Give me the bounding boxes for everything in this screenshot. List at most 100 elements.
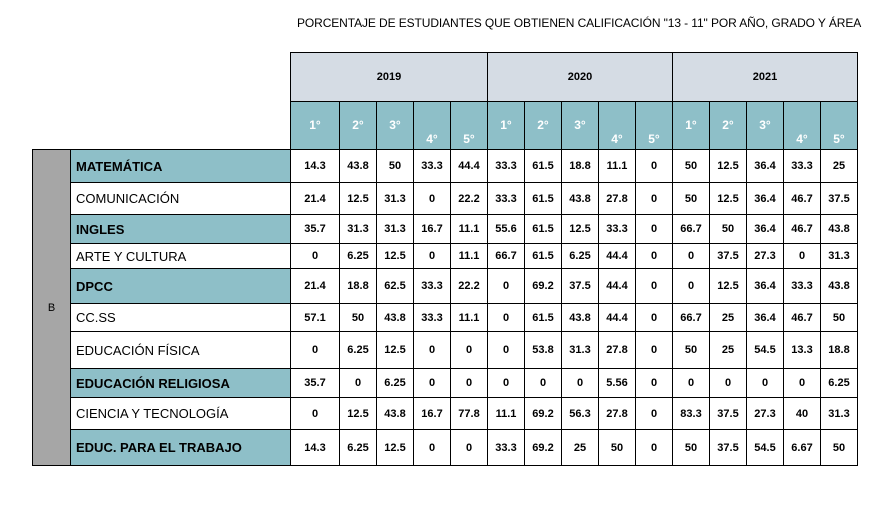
value-cell: 46.7 — [783, 182, 821, 215]
subject-cell: EDUCACIÓN FÍSICA — [70, 331, 291, 369]
value-cell: 6.67 — [783, 429, 821, 466]
year-header: 2020 — [487, 52, 673, 102]
subject-cell: CIENCIA Y TECNOLOGÍA — [70, 397, 291, 430]
value-cell: 12.5 — [376, 331, 414, 369]
grade-header: 2° — [524, 101, 562, 150]
value-cell: 43.8 — [820, 214, 858, 244]
value-cell: 0 — [672, 243, 710, 269]
grade-header: 5° — [820, 101, 858, 150]
value-cell: 37.5 — [561, 268, 599, 304]
value-cell: 0 — [487, 331, 525, 369]
value-cell: 27.8 — [598, 397, 636, 430]
value-cell: 0 — [635, 303, 673, 332]
value-cell: 13.3 — [783, 331, 821, 369]
value-cell: 18.8 — [561, 149, 599, 183]
value-cell: 33.3 — [487, 182, 525, 215]
value-cell: 50 — [672, 331, 710, 369]
value-cell: 0 — [413, 429, 451, 466]
grade-header: 1° — [487, 101, 525, 150]
value-cell: 21.4 — [290, 268, 340, 304]
value-cell: 0 — [635, 243, 673, 269]
value-cell: 16.7 — [413, 214, 451, 244]
value-cell: 36.4 — [746, 303, 784, 332]
value-cell: 0 — [635, 268, 673, 304]
value-cell: 46.7 — [783, 214, 821, 244]
value-cell: 61.5 — [524, 214, 562, 244]
results-table: 2019 2020 2021 1° 2° 3° 4° 5° 1° 2° 3° 4… — [32, 52, 858, 466]
value-cell: 43.8 — [376, 303, 414, 332]
value-cell: 50 — [598, 429, 636, 466]
table-row: EDUCACIÓN FÍSICA 0 6.25 12.5 0 0 0 53.8 31.3 27.8… — [33, 331, 858, 369]
value-cell: 50 — [820, 303, 858, 332]
value-cell: 31.3 — [376, 214, 414, 244]
value-cell: 0 — [635, 149, 673, 183]
value-cell: 12.5 — [709, 149, 747, 183]
value-cell: 44.4 — [598, 268, 636, 304]
value-cell: 21.4 — [290, 182, 340, 215]
value-cell: 0 — [635, 182, 673, 215]
value-cell: 0 — [413, 331, 451, 369]
subject-cell: DPCC — [70, 268, 291, 304]
value-cell: 12.5 — [709, 182, 747, 215]
value-cell: 61.5 — [524, 149, 562, 183]
value-cell: 0 — [783, 368, 821, 398]
value-cell: 0 — [290, 331, 340, 369]
value-cell: 33.3 — [598, 214, 636, 244]
group-label: B — [32, 149, 71, 466]
value-cell: 33.3 — [487, 149, 525, 183]
value-cell: 6.25 — [339, 243, 377, 269]
value-cell: 61.5 — [524, 303, 562, 332]
value-cell: 37.5 — [709, 429, 747, 466]
value-cell: 33.3 — [783, 268, 821, 304]
value-cell: 50 — [672, 429, 710, 466]
value-cell: 50 — [672, 182, 710, 215]
value-cell: 0 — [635, 214, 673, 244]
table-row: CIENCIA Y TECNOLOGÍA 0 12.5 43.8 16.7 77.8 11.… — [33, 397, 858, 430]
value-cell: 37.5 — [709, 243, 747, 269]
value-cell: 0 — [290, 243, 340, 269]
value-cell: 33.3 — [783, 149, 821, 183]
grade-header: 5° — [450, 101, 488, 150]
value-cell: 43.8 — [820, 268, 858, 304]
value-cell: 18.8 — [820, 331, 858, 369]
value-cell: 11.1 — [598, 149, 636, 183]
value-cell: 62.5 — [376, 268, 414, 304]
value-cell: 0 — [339, 368, 377, 398]
grade-header: 3° — [376, 101, 414, 150]
value-cell: 0 — [450, 368, 488, 398]
value-cell: 25 — [709, 303, 747, 332]
subject-cell: INGLES — [70, 214, 291, 244]
value-cell: 53.8 — [524, 331, 562, 369]
value-cell: 44.4 — [598, 243, 636, 269]
value-cell: 0 — [487, 268, 525, 304]
value-cell: 33.3 — [413, 149, 451, 183]
value-cell: 5.56 — [598, 368, 636, 398]
grade-header: 2° — [339, 101, 377, 150]
grade-header-row: 1° 2° 3° 4° 5° 1° 2° 3° 4° 5° 1° 2° 3° 4… — [33, 101, 858, 150]
value-cell: 14.3 — [290, 149, 340, 183]
value-cell: 27.3 — [746, 243, 784, 269]
value-cell: 12.5 — [376, 243, 414, 269]
value-cell: 0 — [450, 331, 488, 369]
value-cell: 33.3 — [487, 429, 525, 466]
value-cell: 12.5 — [339, 397, 377, 430]
value-cell: 6.25 — [376, 368, 414, 398]
table-row: INGLES 35.7 31.3 31.3 16.7 11.1 55.6 61.5 12.5 33… — [33, 214, 858, 244]
value-cell: 14.3 — [290, 429, 340, 466]
value-cell: 11.1 — [450, 303, 488, 332]
value-cell: 0 — [635, 397, 673, 430]
value-cell: 36.4 — [746, 149, 784, 183]
value-cell: 25 — [820, 149, 858, 183]
value-cell: 61.5 — [524, 182, 562, 215]
value-cell: 77.8 — [450, 397, 488, 430]
value-cell: 0 — [746, 368, 784, 398]
value-cell: 12.5 — [376, 429, 414, 466]
value-cell: 27.8 — [598, 182, 636, 215]
value-cell: 0 — [672, 268, 710, 304]
value-cell: 50 — [709, 214, 747, 244]
grade-header: 3° — [746, 101, 784, 150]
page-title: PORCENTAJE DE ESTUDIANTES QUE OBTIENEN C… — [297, 16, 862, 30]
value-cell: 57.1 — [290, 303, 340, 332]
value-cell: 35.7 — [290, 368, 340, 398]
subject-cell: CC.SS — [70, 303, 291, 332]
